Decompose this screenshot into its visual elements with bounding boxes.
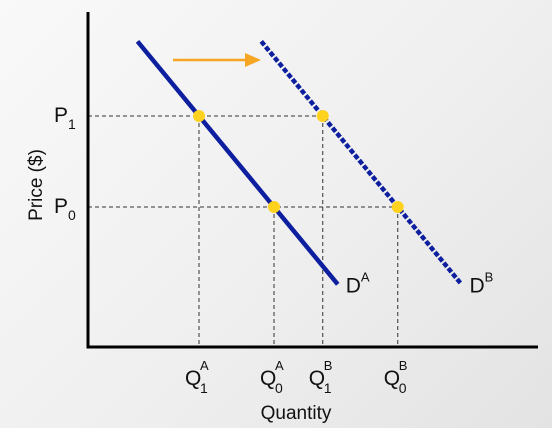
price-tick-base: P bbox=[54, 104, 68, 127]
price-tick-label-P0: P0 bbox=[54, 195, 76, 223]
curve-label-DA: DA bbox=[346, 269, 370, 297]
shift-arrow bbox=[173, 53, 261, 67]
curve-label-DB: DB bbox=[470, 269, 494, 297]
price-tick-sub: 1 bbox=[68, 116, 76, 132]
demand-curve-DA bbox=[135, 39, 340, 286]
quantity-tick-sup-Q0B: B bbox=[399, 358, 408, 373]
quantity-tick-label-Q1B: Q bbox=[309, 367, 325, 390]
demand-curve-DB bbox=[259, 39, 464, 286]
y-axis-title: Price ($) bbox=[26, 149, 47, 221]
quantity-tick-sub-Q0A: 0 bbox=[275, 380, 283, 396]
curve-label-base: D bbox=[346, 274, 361, 297]
quantity-tick-sub-Q1B: 1 bbox=[324, 380, 332, 396]
equilibrium-point-3 bbox=[391, 201, 404, 213]
quantity-tick-sup-Q1B: B bbox=[324, 358, 333, 373]
guide-lines bbox=[88, 115, 399, 347]
quantity-tick-sup-Q0A: A bbox=[275, 358, 284, 373]
curve-label-sup: B bbox=[485, 269, 494, 284]
equilibrium-point-1 bbox=[268, 201, 280, 213]
equilibrium-points bbox=[193, 110, 404, 213]
equilibrium-point-0 bbox=[193, 110, 205, 122]
price-tick-sub: 0 bbox=[68, 207, 76, 223]
quantity-tick-base: Q bbox=[309, 367, 325, 390]
equilibrium-point-2 bbox=[316, 110, 329, 122]
price-tick-base: P bbox=[54, 195, 68, 218]
curve-label-base: D bbox=[470, 274, 485, 297]
quantity-tick-sup-Q1A: A bbox=[200, 358, 209, 373]
quantity-tick-label-Q1A: Q bbox=[185, 367, 201, 390]
quantity-tick-base: Q bbox=[384, 367, 400, 390]
quantity-tick-sub-Q1A: 1 bbox=[200, 380, 208, 396]
price-tick-label-P1: P1 bbox=[54, 104, 76, 132]
quantity-tick-base: Q bbox=[185, 367, 201, 390]
demand-curves bbox=[135, 39, 464, 286]
quantity-tick-sub-Q0B: 0 bbox=[399, 380, 407, 396]
quantity-tick-label-Q0B: Q bbox=[384, 367, 400, 390]
quantity-tick-label-Q0A: Q bbox=[260, 367, 276, 390]
curve-label-sup: A bbox=[361, 269, 370, 284]
x-axis-title: Quantity bbox=[261, 403, 332, 424]
shift-arrow-head bbox=[245, 53, 261, 67]
quantity-tick-base: Q bbox=[260, 367, 276, 390]
